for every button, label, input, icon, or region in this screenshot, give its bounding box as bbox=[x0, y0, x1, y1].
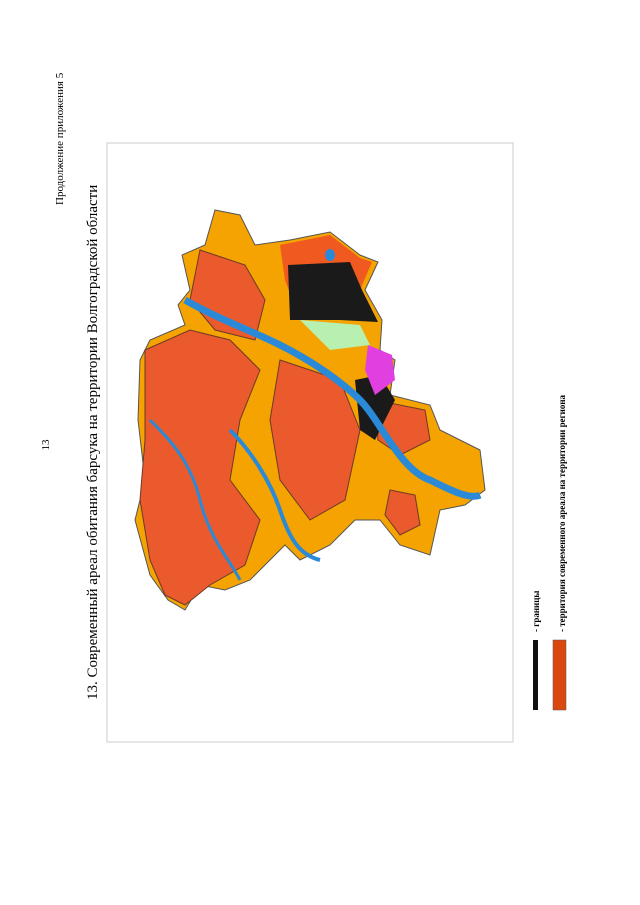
page-number: 13 bbox=[40, 439, 52, 451]
legend-label: - территория современного ареала на терр… bbox=[557, 394, 567, 632]
figure-frame bbox=[106, 142, 514, 743]
map bbox=[134, 209, 486, 611]
figure-title: 13. Современный ареал обитания барсука н… bbox=[85, 185, 101, 700]
range-area bbox=[139, 329, 261, 606]
legend-label: - границы bbox=[531, 591, 541, 632]
legend: - границы - территория современного ареа… bbox=[531, 394, 567, 711]
boundary-area bbox=[288, 262, 378, 322]
lake bbox=[325, 249, 335, 261]
area bbox=[365, 345, 395, 395]
river bbox=[228, 428, 321, 562]
river bbox=[183, 296, 482, 500]
legend-boundary-swatch bbox=[533, 640, 538, 710]
area bbox=[300, 320, 370, 350]
range-area bbox=[384, 489, 421, 536]
legend-range-swatch bbox=[552, 639, 567, 711]
boundary-area bbox=[355, 375, 395, 440]
river bbox=[148, 418, 242, 581]
continuation-note: Продолжение приложения 5 bbox=[54, 72, 66, 205]
